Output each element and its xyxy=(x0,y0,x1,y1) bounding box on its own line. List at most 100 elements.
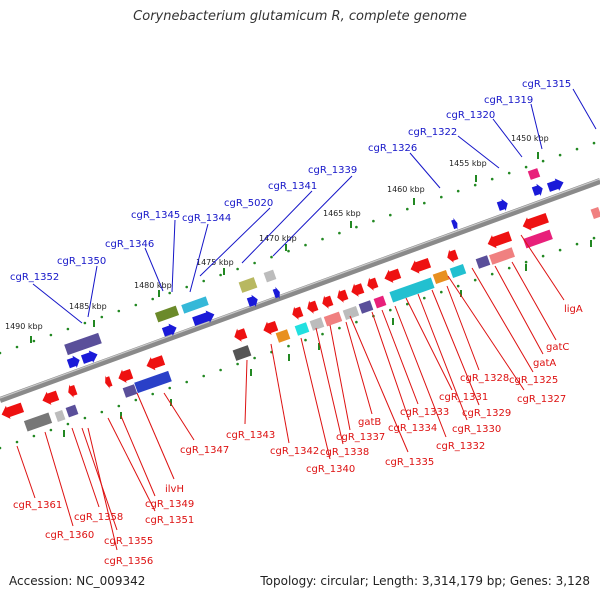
reverse-gene-label: cgR_1335 xyxy=(385,457,434,468)
lower-tick xyxy=(170,399,172,406)
reverse-gene-box xyxy=(65,404,79,418)
reverse-gene-box-shape xyxy=(389,277,435,303)
reverse-gene-box xyxy=(489,247,515,265)
reverse-gene-arrow xyxy=(522,212,549,231)
forward-gene-label: cgR_1352 xyxy=(10,272,59,283)
reverse-gene-box xyxy=(323,311,343,327)
forward-gene-label: cgR_1326 xyxy=(368,143,417,154)
upper-dotted-guide xyxy=(151,297,154,301)
forward-gene-label: cgR_1344 xyxy=(182,213,231,224)
reverse-gene-leader-line xyxy=(371,311,410,421)
reverse-gene-leader-line xyxy=(136,392,175,480)
reverse-gene-label: cgR_1360 xyxy=(45,530,94,541)
reverse-gene-box xyxy=(449,263,467,279)
kbp-scale-label: 1490 kbp xyxy=(5,322,43,331)
genome-info-text: Topology: circular; Length: 3,314,179 bp… xyxy=(260,574,590,588)
reverse-gene-arrow-shape xyxy=(68,384,78,398)
forward-gene-leader-line xyxy=(199,207,271,277)
reverse-gene-box xyxy=(134,370,172,394)
upper-dotted-guide xyxy=(355,225,358,229)
lower-tick xyxy=(590,240,592,247)
lower-dotted-guide xyxy=(558,248,562,252)
lower-dotted-guide xyxy=(473,278,477,282)
reverse-gene-label: cgR_1358 xyxy=(74,512,123,523)
forward-gene-label: cgR_1319 xyxy=(484,95,533,106)
reverse-gene-label: cgR_1347 xyxy=(180,445,229,456)
lower-tick xyxy=(392,318,394,325)
reverse-gene-arrow xyxy=(1,402,25,419)
upper-dotted-guide xyxy=(236,267,239,271)
forward-gene-arrow xyxy=(546,178,564,192)
lower-dotted-guide xyxy=(456,284,460,288)
forward-gene-arrow xyxy=(161,323,177,337)
reverse-gene-arrow-shape xyxy=(487,231,512,249)
upper-dotted-guide xyxy=(83,321,87,325)
upper-dotted-guide xyxy=(49,333,53,337)
reverse-gene-arrow-shape xyxy=(263,320,279,335)
reverse-gene-leader-line xyxy=(446,285,480,371)
reverse-gene-arrow xyxy=(447,249,459,263)
forward-gene-arrow-shape xyxy=(531,183,543,196)
forward-gene-leader-line xyxy=(241,190,313,264)
upper-dotted-guide xyxy=(168,291,171,295)
upper-dotted-guide xyxy=(338,231,341,235)
genome-title: Corynebacterium glutamicum R, complete g… xyxy=(133,9,467,24)
forward-gene-label: cgR_1320 xyxy=(446,110,495,121)
reverse-gene-label: cgR_1334 xyxy=(388,423,437,434)
reverse-gene-leader-line xyxy=(300,337,331,460)
forward-gene-leader-line xyxy=(492,118,523,158)
lower-dotted-guide xyxy=(168,386,171,390)
forward-gene-arrow-shape xyxy=(192,310,215,326)
forward-gene-arrow-shape xyxy=(272,286,280,300)
reverse-gene-box xyxy=(523,229,553,249)
reverse-gene-arrow xyxy=(68,384,78,398)
reverse-gene-label: cgR_1332 xyxy=(436,441,485,452)
reverse-gene-arrow xyxy=(146,355,166,371)
lower-dotted-guide xyxy=(15,440,19,444)
lower-dotted-guide xyxy=(507,266,511,270)
reverse-gene-arrow-shape xyxy=(384,268,402,283)
reverse-gene-box xyxy=(23,412,53,432)
lower-dotted-guide xyxy=(236,362,239,366)
lower-dotted-guide xyxy=(100,410,104,414)
reverse-gene-arrow-shape xyxy=(146,355,166,371)
reverse-gene-label: cgR_1329 xyxy=(462,408,511,419)
lower-dotted-guide xyxy=(575,242,579,246)
reverse-gene-arrow xyxy=(367,277,379,291)
reverse-gene-label: gatC xyxy=(546,342,569,353)
reverse-gene-leader-line xyxy=(520,234,565,301)
kbp-tick xyxy=(30,336,32,343)
forward-gene-arrow xyxy=(272,286,280,300)
reverse-gene-label: cgR_1356 xyxy=(104,556,153,567)
kbp-tick xyxy=(475,175,477,182)
kbp-scale-label: 1480 kbp xyxy=(134,281,172,290)
forward-gene-label: cgR_1346 xyxy=(105,239,154,250)
upper-dotted-guide xyxy=(15,345,19,349)
reverse-gene-arrow-shape xyxy=(367,277,379,291)
reverse-gene-label: cgR_1340 xyxy=(306,464,355,475)
forward-gene-leader-line xyxy=(32,283,83,324)
reverse-gene-arrow xyxy=(337,289,349,303)
kbp-scale-label: 1450 kbp xyxy=(511,134,549,143)
lower-dotted-guide xyxy=(524,260,528,264)
lower-dotted-guide xyxy=(66,422,70,426)
reverse-gene-leader-line xyxy=(315,327,344,445)
reverse-gene-arrow xyxy=(292,306,304,320)
forward-gene-leader-line xyxy=(171,219,176,293)
forward-gene-leader-line xyxy=(409,152,441,189)
forward-gene-label: cgR_1341 xyxy=(268,181,317,192)
forward-gene-leader-line xyxy=(189,223,209,293)
reverse-gene-label: cgR_1342 xyxy=(270,446,319,457)
lower-dotted-guide xyxy=(32,434,36,438)
upper-dotted-guide xyxy=(558,153,562,157)
lower-dotted-guide xyxy=(490,272,494,276)
reverse-gene-box-shape xyxy=(373,295,387,309)
forward-gene-arrow-shape xyxy=(451,217,458,231)
lower-tick xyxy=(460,290,462,297)
reverse-gene-box xyxy=(232,345,252,361)
forward-gene-arrow-shape xyxy=(80,350,98,364)
upper-dotted-guide xyxy=(287,249,290,253)
forward-gene-arrow xyxy=(246,294,258,307)
reverse-gene-box-shape xyxy=(275,329,291,343)
